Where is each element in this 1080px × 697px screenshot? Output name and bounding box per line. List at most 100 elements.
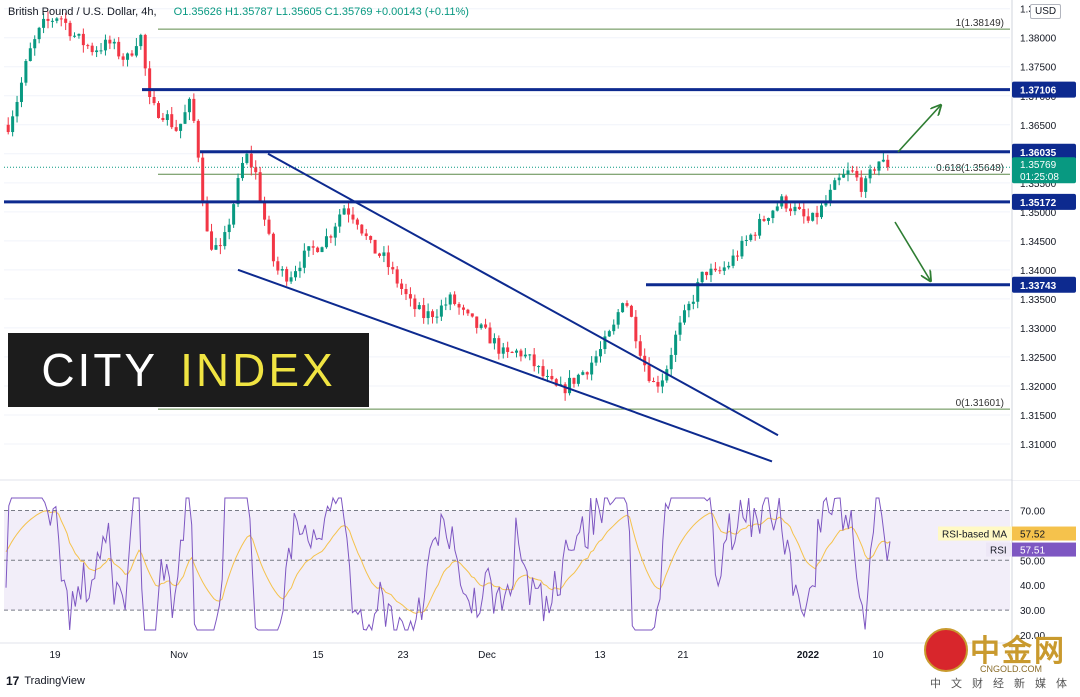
candle-body: [302, 250, 306, 268]
candle-body: [417, 305, 421, 310]
fib-label: 1(1.38149): [956, 18, 1004, 29]
candle-body: [506, 347, 510, 352]
price-tick-label: 1.38000: [1020, 34, 1057, 45]
candle-body: [395, 269, 399, 284]
candle-body: [806, 216, 810, 221]
candle-body: [347, 208, 351, 215]
candle-body: [766, 218, 770, 221]
candle-body: [240, 162, 244, 179]
level-price-label: 1.35172: [1020, 198, 1057, 209]
candle-body: [815, 212, 819, 218]
candle-body: [223, 232, 227, 247]
candle-body: [727, 265, 731, 268]
time-tick-label: 15: [312, 650, 324, 661]
candle-body: [607, 331, 611, 337]
candle-body: [523, 354, 527, 357]
candle-body: [722, 267, 726, 271]
candles: [6, 11, 890, 401]
candle-body: [691, 301, 695, 304]
candle-body: [329, 236, 333, 238]
time-tick-label: Dec: [478, 650, 496, 661]
candle-body: [267, 219, 271, 234]
candle-body: [404, 288, 408, 295]
candle-body: [740, 240, 744, 257]
candle-body: [130, 53, 134, 56]
candle-body: [660, 380, 664, 387]
city-index-logo: CITY INDEX: [8, 333, 369, 407]
candle-body: [713, 268, 717, 271]
candle-body: [837, 177, 841, 181]
last-price-label: 1.35769: [1020, 160, 1057, 171]
candle-body: [793, 206, 797, 212]
candle-body: [205, 200, 209, 232]
candle-body: [333, 226, 337, 238]
candle-body: [453, 294, 457, 305]
fib-label: 0(1.31601): [956, 398, 1004, 409]
candle-body: [382, 252, 386, 256]
candle-body: [360, 224, 364, 234]
candle-body: [568, 377, 572, 394]
rsi-tick-label: 20.00: [1020, 631, 1045, 642]
candle-body: [152, 96, 156, 104]
candle-body: [802, 209, 806, 217]
candle-body: [705, 271, 709, 276]
candle-body: [643, 355, 647, 366]
candle-body: [652, 381, 656, 383]
candle-body: [828, 189, 832, 202]
candle-body: [864, 178, 868, 192]
candle-body: [254, 167, 258, 173]
candle-body: [28, 48, 32, 62]
candle-body: [143, 34, 147, 69]
candle-body: [156, 103, 160, 118]
candle-body: [528, 354, 532, 356]
open-value: O1.35626: [173, 6, 222, 18]
candle-body: [19, 82, 23, 102]
candle-body: [227, 224, 231, 233]
currency-badge[interactable]: USD: [1030, 4, 1062, 19]
candle-body: [775, 206, 779, 211]
candle-body: [373, 239, 377, 254]
candle-body: [95, 50, 99, 53]
candle-body: [435, 316, 439, 318]
candle-body: [192, 98, 196, 121]
candle-body: [263, 201, 267, 220]
candle-body: [294, 271, 298, 278]
price-tick-label: 1.37500: [1020, 63, 1057, 74]
candle-body: [311, 246, 315, 248]
candle-body: [550, 375, 554, 380]
candle-body: [709, 268, 713, 276]
candle-body: [232, 204, 236, 225]
candle-body: [386, 252, 390, 268]
candle-body: [594, 356, 598, 363]
falling-wedge: [237, 152, 779, 463]
candle-body: [519, 350, 523, 357]
candle-body: [576, 374, 580, 384]
candle-body: [170, 114, 174, 128]
candle-body: [307, 246, 311, 251]
price-axis-bg: [1012, 0, 1080, 480]
rsi-ma-value-tag: [1012, 526, 1076, 541]
tradingview-logo[interactable]: 17 TradingView: [6, 674, 85, 688]
candle-body: [108, 39, 112, 44]
price-tick-label: 1.32000: [1020, 382, 1057, 393]
candle-body: [877, 161, 881, 171]
candle-body: [59, 18, 63, 20]
price-tick-label: 1.36500: [1020, 121, 1057, 132]
price-tick-label: 1.35500: [1020, 179, 1057, 190]
candle-body: [33, 39, 37, 49]
symbol-title[interactable]: British Pound / U.S. Dollar, 4h,: [8, 6, 157, 18]
bearish-arrow-icon: [894, 221, 930, 280]
candle-body: [621, 303, 625, 313]
candle-body: [86, 45, 90, 47]
candle-body: [537, 366, 541, 368]
candle-body: [179, 123, 183, 131]
candle-body: [612, 324, 616, 332]
candle-body: [15, 101, 19, 117]
candle-body: [280, 269, 284, 271]
candle-body: [488, 327, 492, 344]
candle-body: [426, 311, 430, 319]
rsi-axis: 70.0060.0050.0040.0030.0020.00RSI-based …: [938, 506, 1076, 642]
level-price-tag: [1012, 143, 1076, 160]
candle-body: [846, 170, 850, 175]
candle-body: [210, 231, 214, 250]
